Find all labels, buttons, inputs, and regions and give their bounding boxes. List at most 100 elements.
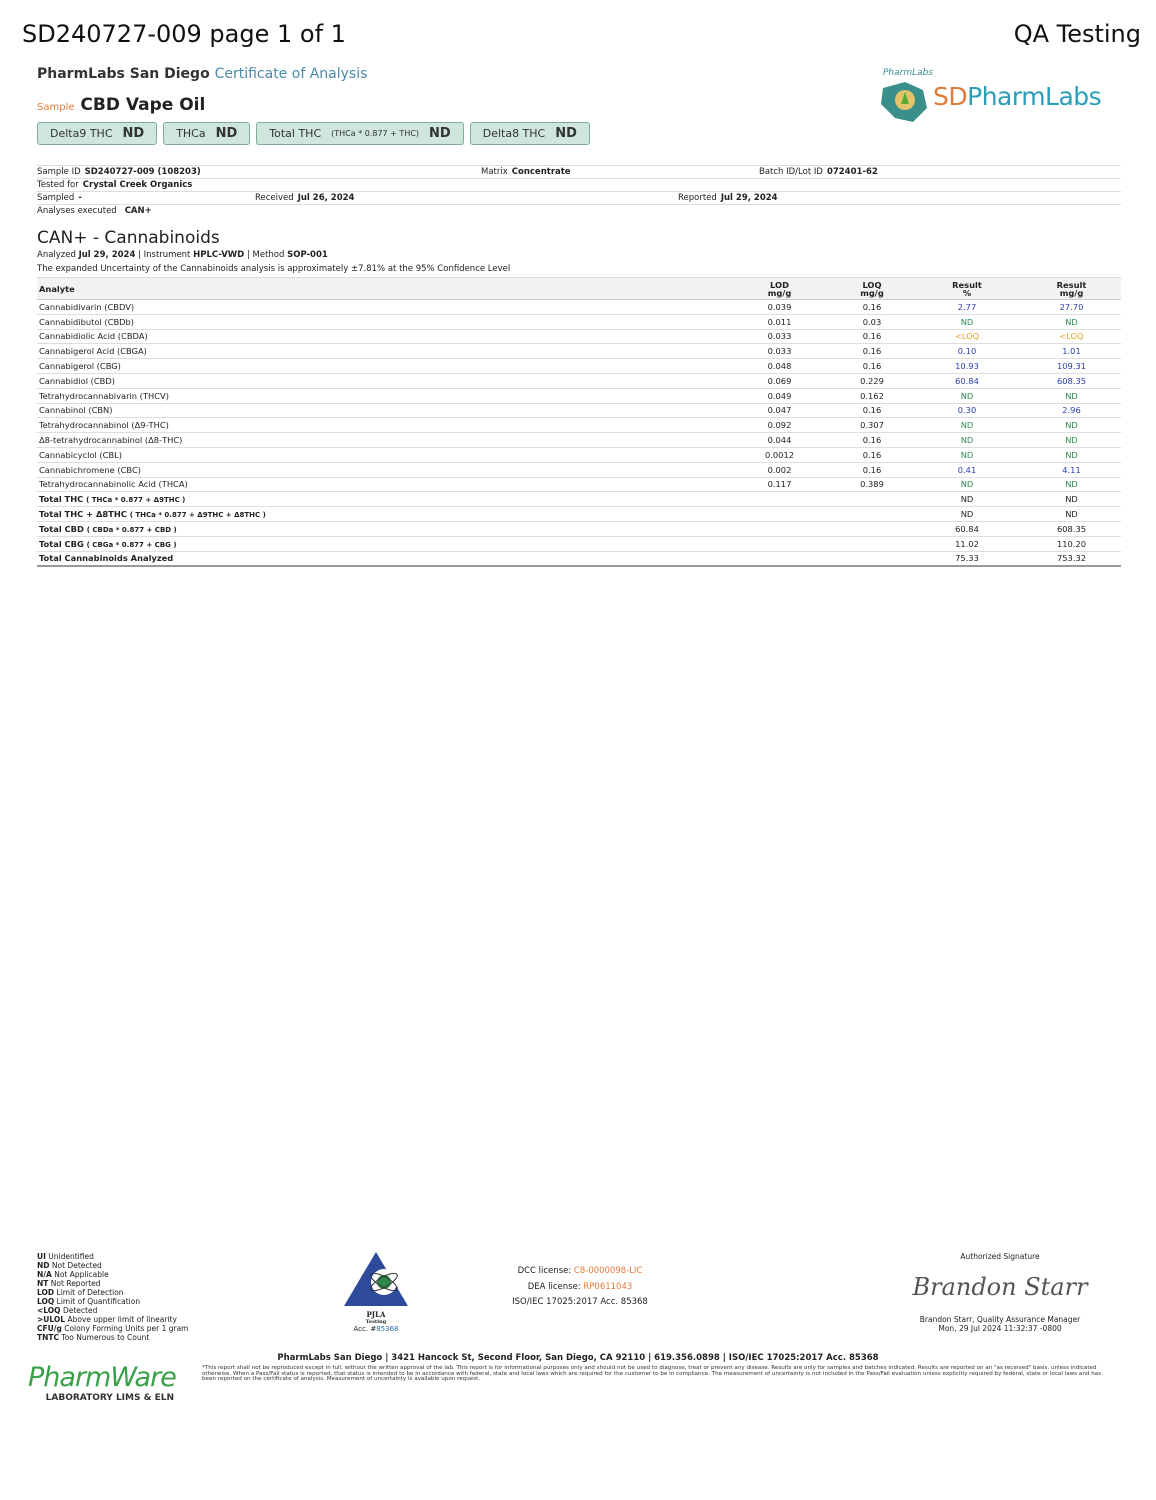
lod: 0.011 — [727, 314, 832, 330]
result-pct: 0.41 — [912, 462, 1022, 478]
loq: 0.307 — [832, 417, 912, 434]
reported-value: Jul 29, 2024 — [720, 193, 778, 203]
loq: 0.229 — [832, 373, 912, 389]
result-mgg: 2.96 — [1022, 403, 1121, 419]
result-pct: ND — [912, 314, 1022, 330]
lab-heading: PharmLabs San Diego Certificate of Analy… — [37, 66, 367, 82]
result-mgg: <LOQ — [1022, 329, 1121, 345]
badge-label: Delta9 THC — [50, 127, 113, 140]
legend-abbr: ND — [37, 1261, 50, 1270]
total-analyte: Total THC + Δ8THC ( THCa * 0.877 + Δ9THC… — [37, 506, 727, 522]
cannabinoids-table: Analyte LOD mg/g LOQ mg/g Result% Result mg… — [37, 277, 1121, 567]
sample-id: SD240727-009 (108203) — [84, 167, 201, 177]
table-row: Cannabicyclol (CBL) 0.0012 0.16 ND ND — [37, 447, 1121, 463]
result-pct: ND — [912, 477, 1022, 493]
licenses: DCC license: C8-0000098-LIC DEA license:… — [480, 1264, 680, 1311]
total-mgg: ND — [1022, 491, 1121, 508]
result-pct: ND — [912, 432, 1022, 448]
total-name: Total THC + Δ8THC — [39, 509, 127, 520]
lod-label: LOD — [770, 279, 789, 290]
pct-label: Result — [952, 279, 982, 290]
table-row: Cannabigerol (CBG) 0.048 0.16 10.93 109.31 — [37, 358, 1121, 374]
table-row: Cannabigerol Acid (CBGA) 0.033 0.16 0.10 1.0… — [37, 343, 1121, 360]
table-row: Cannabinol (CBN) 0.047 0.16 0.30 2.96 — [37, 403, 1121, 419]
sample-label: Sample — [37, 102, 75, 113]
total-analyte: Total CBG ( CBGa * 0.877 + CBG ) — [37, 536, 727, 552]
dea-license: DEA license: RP0611043 — [480, 1280, 680, 1296]
total-pct: 11.02 — [912, 536, 1022, 552]
result-mgg: ND — [1022, 432, 1121, 448]
lod: 0.033 — [727, 329, 832, 345]
lod: 0.033 — [727, 343, 832, 360]
total-analyte: Total CBD ( CBDa * 0.877 + CBD ) — [37, 521, 727, 537]
acc-label: Acc. # — [353, 1325, 377, 1333]
report-title: SD240727-009 page 1 of 1 — [22, 20, 346, 48]
signature-block: Authorized Signature Brandon Starr Brand… — [900, 1252, 1100, 1333]
signature-image: Brandon Starr — [912, 1273, 1088, 1301]
dcc-license: DCC license: C8-0000098-LIC — [480, 1264, 680, 1280]
sdpharmlabs-logo: PharmLabs SDPharmLabs — [875, 68, 1125, 126]
col-lod: LOD mg/g — [727, 277, 832, 300]
total-name: Total THC — [39, 494, 84, 505]
result-pct: ND — [912, 447, 1022, 463]
section-title: CAN+ - Cannabinoids — [37, 228, 220, 248]
doc-type: Certificate of Analysis — [214, 66, 368, 82]
table-row: Cannabidiolic Acid (CBDA) 0.033 0.16 <LOQ <L… — [37, 329, 1121, 345]
loq: 0.16 — [832, 447, 912, 463]
batch: Batch ID/Lot ID 072401-62 — [759, 166, 878, 179]
legend-item: UI Unidentified — [37, 1252, 188, 1261]
loq-label: LOQ — [862, 279, 882, 290]
table-row: Tetrahydrocannabinol (Δ9-THC) 0.092 0.307 N… — [37, 417, 1121, 434]
analyte: Tetrahydrocannabivarin (THCV) — [37, 388, 727, 404]
dcc-label: DCC license: — [517, 1266, 572, 1276]
info-row-1: Sample ID SD240727-009 (108203) Matrix Con… — [37, 165, 1121, 178]
result-mgg: 109.31 — [1022, 358, 1121, 374]
badge-value: ND — [555, 126, 577, 141]
legend-abbr: CFU/g — [37, 1324, 62, 1333]
table-row: Cannabichromene (CBC) 0.002 0.16 0.41 4.11 — [37, 462, 1121, 478]
acc-number: 85368 — [376, 1325, 399, 1333]
total-mgg: ND — [1022, 506, 1121, 522]
matrix: Matrix Concentrate — [481, 166, 571, 179]
tested-for-label: Tested for — [37, 180, 79, 190]
reported-label: Reported — [678, 193, 717, 203]
badge-label: THCa — [176, 127, 206, 140]
total-row: Total CBG ( CBGa * 0.877 + CBG ) 11.02 110… — [37, 536, 1121, 552]
legend-abbr: LOD — [37, 1288, 55, 1297]
sample-name: CBD Vape Oil — [80, 95, 206, 115]
table-row: Tetrahydrocannabinolic Acid (THCA) 0.117 0… — [37, 477, 1121, 493]
table-row: Δ8-tetrahydrocannabinol (Δ8-THC) 0.044 0.1… — [37, 432, 1121, 448]
tested-for: Crystal Creek Organics — [82, 180, 193, 190]
sampled-label: Sampled — [37, 193, 75, 203]
pjla-name: PJLA — [366, 1310, 386, 1319]
badge-note: (THCa * 0.877 + THC) — [331, 129, 420, 138]
analyte: Tetrahydrocannabinolic Acid (THCA) — [37, 477, 727, 493]
lod: 0.117 — [727, 477, 832, 493]
table-row: Cannabidivarin (CBDV) 0.039 0.16 2.77 27.70 — [37, 299, 1121, 315]
logo-arc: PharmLabs — [883, 68, 934, 78]
info-row-4: Analyses executed CAN+ — [37, 204, 1121, 217]
batch-value: 072401-62 — [826, 167, 878, 177]
abbreviation-legend: UI Unidentified ND Not Detected N/A Not Ap… — [37, 1252, 188, 1342]
table-row: Cannabidiol (CBD) 0.069 0.229 60.84 608.35 — [37, 373, 1121, 389]
legend-item: TNTC Too Numerous to Count — [37, 1333, 188, 1342]
lod: 0.049 — [727, 388, 832, 404]
lod: 0.048 — [727, 358, 832, 374]
total-formula: ( THCa * 0.877 + Δ9THC ) — [86, 496, 186, 505]
lod: 0.092 — [727, 417, 832, 434]
legend-item: LOQ Limit of Quantification — [37, 1297, 188, 1306]
result-mgg: ND — [1022, 417, 1121, 434]
legend-text: Not Detected — [51, 1261, 102, 1270]
result-pct: 2.77 — [912, 299, 1022, 315]
loq: 0.389 — [832, 477, 912, 493]
pharmware-text: PharmWare — [28, 1362, 177, 1393]
dcc-value: C8-0000098-LIC — [573, 1266, 643, 1276]
analyte: Cannabichromene (CBC) — [37, 462, 727, 478]
legend-abbr: >ULOL — [37, 1315, 66, 1324]
legend-text: Colony Forming Units per 1 gram — [64, 1324, 189, 1333]
iso: ISO/IEC 17025:2017 Acc. 85368 — [512, 1297, 648, 1307]
instrument: HPLC-VWD — [193, 250, 245, 260]
badge-value: ND — [429, 126, 451, 141]
legend-item: N/A Not Applicable — [37, 1270, 188, 1279]
legend-text: Too Numerous to Count — [61, 1333, 150, 1342]
